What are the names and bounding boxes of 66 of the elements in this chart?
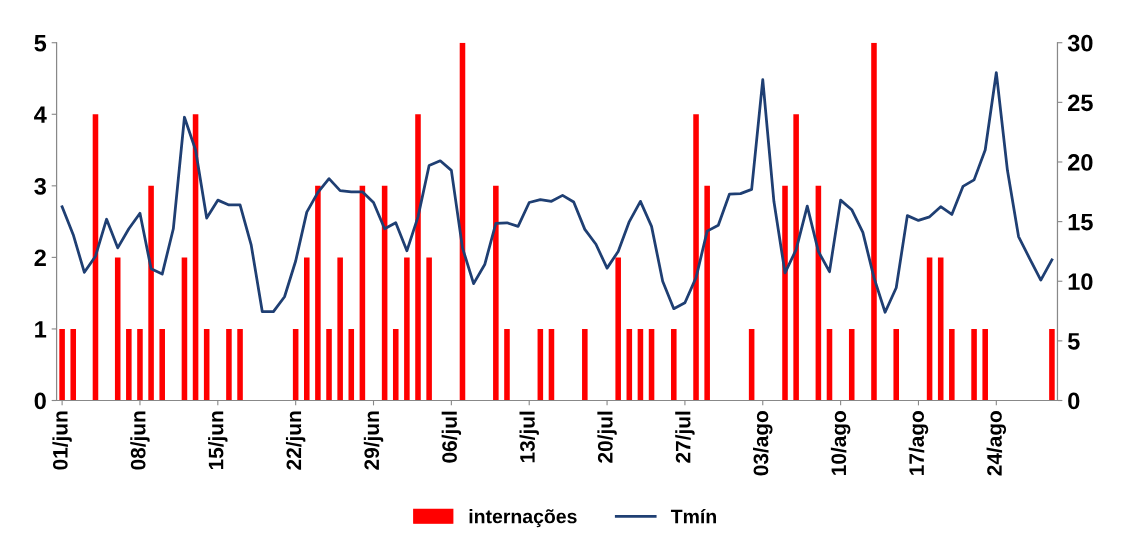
legend-label: Tmín	[670, 508, 716, 524]
bar	[126, 328, 132, 401]
x-tick-label: 03/ago	[753, 411, 773, 476]
bar	[159, 328, 165, 401]
x-tick-label: 27/jul	[675, 411, 695, 463]
y2-tick-label: 20	[1068, 154, 1093, 171]
bar	[1049, 328, 1055, 401]
line-series	[60, 71, 1054, 314]
bar	[337, 257, 343, 401]
y2-tick-label: 25	[1068, 94, 1093, 112]
bar	[504, 328, 510, 401]
bar	[404, 257, 410, 401]
bar	[304, 257, 310, 401]
y-tick-label: 1	[35, 321, 47, 338]
bar	[114, 257, 121, 401]
bar	[693, 114, 699, 401]
x-tick-label: 15/jun	[208, 411, 228, 470]
bar	[848, 328, 855, 401]
bar	[70, 328, 77, 401]
x-tick-label: 08/jun	[130, 411, 150, 470]
bar	[793, 114, 799, 401]
y-tick-label: 3	[34, 177, 46, 195]
y-tick-label: 0	[34, 392, 46, 410]
bar	[326, 328, 332, 401]
bar	[137, 328, 143, 401]
x-tick-label: 22/jun	[285, 411, 306, 470]
y2-tick-label: 15	[1068, 213, 1093, 231]
bar	[971, 328, 977, 401]
x-tick-label: 01/jun	[52, 411, 72, 470]
bar	[315, 185, 321, 401]
bar	[704, 185, 710, 401]
y2-tick-label: 30	[1067, 34, 1093, 52]
bar	[949, 328, 955, 401]
bar	[926, 257, 933, 401]
y-tick-label: 4	[34, 106, 47, 123]
x-tick-label: 24/ago	[986, 411, 1007, 476]
y2-tick-label: 5	[1067, 333, 1080, 350]
bar	[493, 185, 499, 401]
bar	[893, 328, 899, 401]
x-tick-label: 29/jun	[363, 411, 384, 470]
x-tick-label: 20/jul	[597, 411, 617, 463]
bar	[392, 328, 399, 401]
bar	[181, 257, 188, 401]
bar	[615, 257, 621, 401]
x-tick-label: 17/ago	[908, 411, 929, 475]
legend-label: internações	[469, 509, 577, 528]
bar	[937, 257, 944, 401]
bar	[582, 328, 588, 401]
bar	[415, 114, 421, 401]
bar	[426, 257, 432, 401]
bar	[148, 185, 154, 401]
bar	[982, 328, 988, 401]
bar	[671, 328, 677, 401]
x-tick-label: 10/ago	[830, 411, 851, 475]
y-tick-label: 5	[34, 35, 47, 52]
bar	[59, 328, 65, 401]
y2-tick-label: 0	[1068, 392, 1080, 410]
y2-tick-label: 10	[1068, 273, 1093, 291]
x-tick-label: 13/jul	[519, 411, 539, 463]
bar	[226, 328, 232, 401]
bar	[237, 328, 243, 401]
x-tick-label: 06/jul	[441, 411, 462, 463]
bar	[782, 185, 788, 401]
bar	[871, 42, 877, 401]
bar	[348, 328, 355, 401]
y-tick-label: 2	[34, 249, 46, 266]
